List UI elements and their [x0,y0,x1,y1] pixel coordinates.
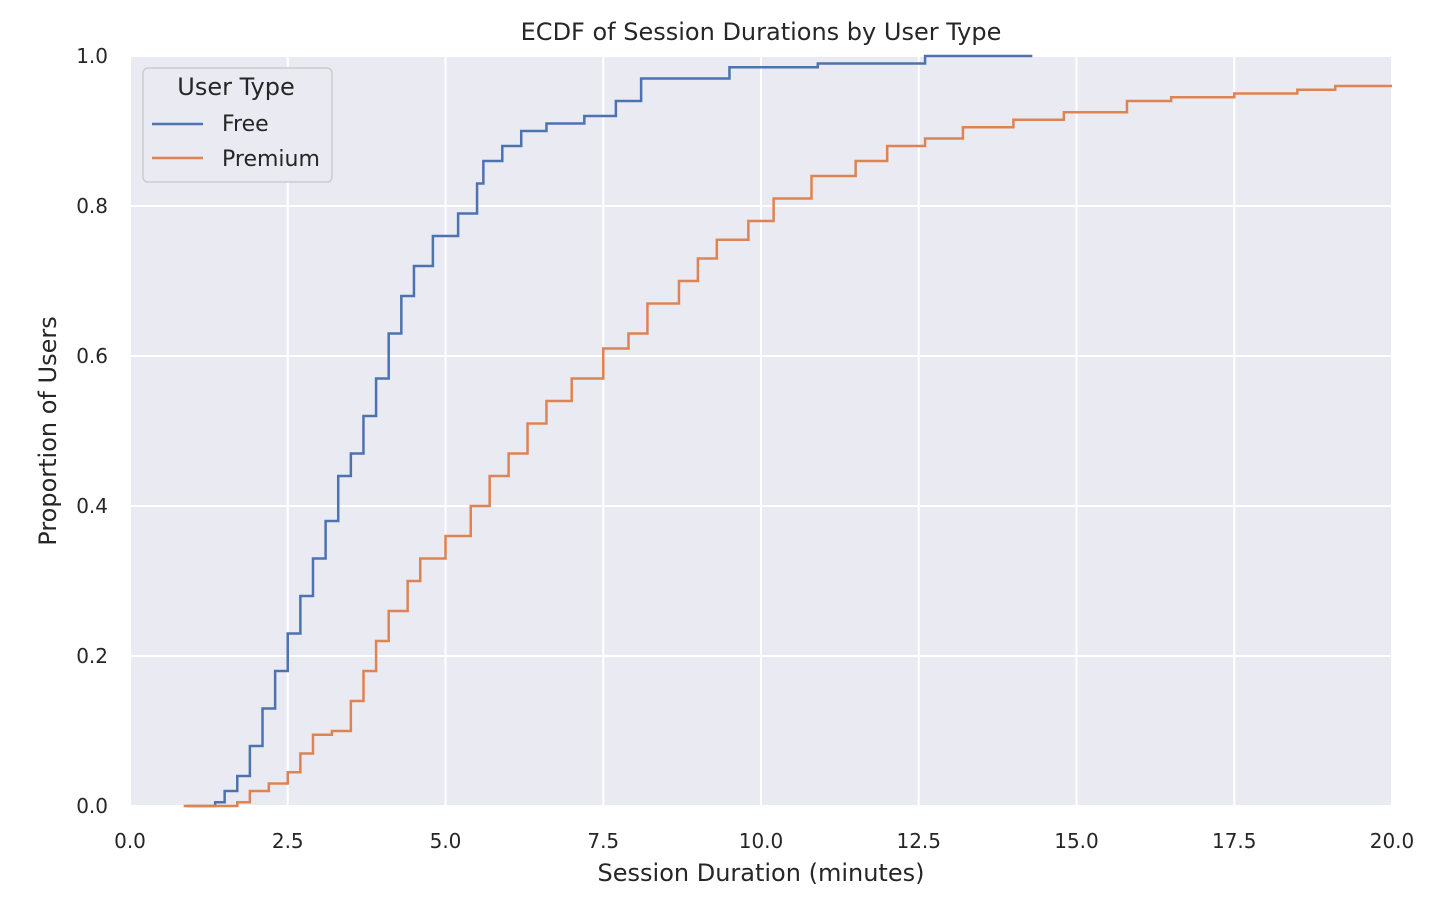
legend-title: User Type [177,73,294,101]
x-tick-label: 5.0 [430,829,462,853]
legend-label-free: Free [222,112,269,137]
x-tick-label: 0.0 [114,829,146,853]
x-tick-label: 10.0 [739,829,784,853]
x-tick-label: 15.0 [1054,829,1099,853]
legend-box [142,67,333,183]
x-tick-label: 17.5 [1212,829,1257,853]
y-tick-label: 0.4 [76,494,108,518]
legend: User Type Free Premium [142,67,333,183]
x-tick-label: 12.5 [896,829,941,853]
x-tick-label: 7.5 [587,829,619,853]
chart-title: ECDF of Session Durations by User Type [521,18,1002,46]
y-tick-label: 0.2 [76,644,108,668]
series-line-free [186,54,1033,808]
x-tick-label: 20.0 [1370,829,1415,853]
legend-label-premium: Premium [222,147,320,172]
y-tick-label: 0.8 [76,194,108,218]
x-axis-label: Session Duration (minutes) [598,859,925,887]
series-lines [183,54,1392,808]
y-tick-labels: 0.0 0.2 0.4 0.6 0.8 1.0 [76,44,108,818]
grid-lines [129,55,1393,807]
y-tick-label: 0.0 [76,794,108,818]
x-tick-label: 2.5 [272,829,304,853]
y-tick-label: 0.6 [76,344,108,368]
x-tick-labels: 0.0 2.5 5.0 7.5 10.0 12.5 15.0 17.5 20.0 [114,829,1414,853]
y-axis-label: Proportion of Users [34,316,62,545]
series-line-premium [183,84,1392,808]
y-tick-label: 1.0 [76,44,108,68]
